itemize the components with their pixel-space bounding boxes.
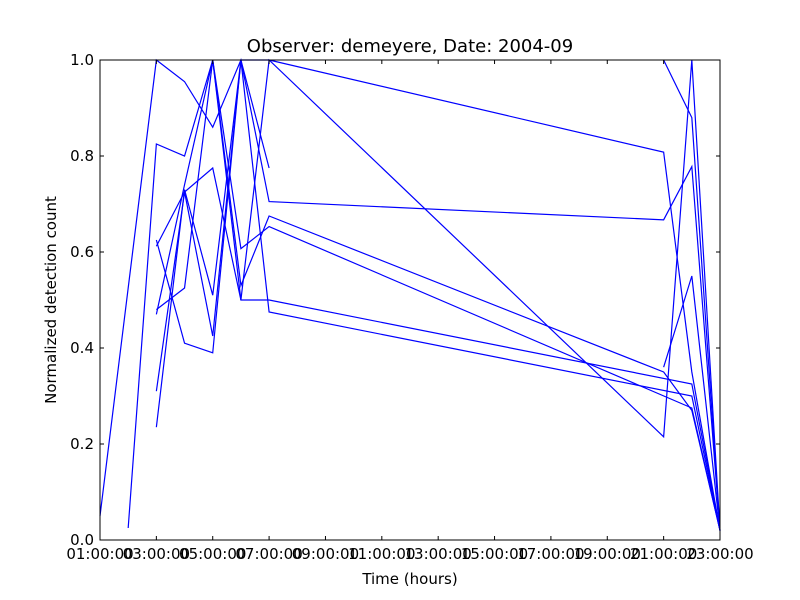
series-line-7 xyxy=(155,166,721,531)
x-tick-label: 07:00:00 xyxy=(235,545,302,563)
x-tick-label: 21:00:00 xyxy=(630,545,697,563)
chart-title: Observer: demeyere, Date: 2004-09 xyxy=(247,36,573,57)
x-axis-label: Time (hours) xyxy=(361,570,457,588)
series-line-5 xyxy=(155,59,270,392)
y-tick-label: 0.0 xyxy=(70,531,94,549)
x-tick-label: 13:00:00 xyxy=(404,545,471,563)
y-tick-label: 0.4 xyxy=(70,339,94,357)
x-tick-label: 19:00:00 xyxy=(574,545,641,563)
series-line-4 xyxy=(155,59,721,531)
x-tick-label: 01:00:00 xyxy=(66,545,133,563)
series-line-1 xyxy=(99,57,721,531)
y-tick-label: 0.6 xyxy=(70,243,94,261)
series-line-9 xyxy=(268,59,721,531)
x-axis-ticks: 01:00:0003:00:0005:00:0007:00:0009:00:00… xyxy=(66,60,754,563)
y-axis-label: Normalized detection count xyxy=(42,196,60,404)
x-tick-label: 15:00:00 xyxy=(461,545,528,563)
x-tick-label: 05:00:00 xyxy=(179,545,246,563)
plot-lines xyxy=(99,57,721,531)
series-line-11 xyxy=(663,59,721,531)
series-line-10 xyxy=(663,275,721,531)
x-tick-label: 11:00:00 xyxy=(348,545,415,563)
y-tick-label: 0.2 xyxy=(70,435,94,453)
x-tick-label: 23:00:00 xyxy=(686,545,753,563)
x-tick-label: 17:00:00 xyxy=(517,545,584,563)
y-axis-ticks: 0.0 0.2 0.4 0.6 0.8 1.0 xyxy=(70,51,720,549)
y-tick-label: 1.0 xyxy=(70,51,94,69)
x-tick-label: 03:00:00 xyxy=(123,545,190,563)
x-tick-label: 09:00:00 xyxy=(292,545,359,563)
y-tick-label: 0.8 xyxy=(70,147,94,165)
plot-frame xyxy=(99,59,721,541)
series-line-8 xyxy=(155,59,721,531)
